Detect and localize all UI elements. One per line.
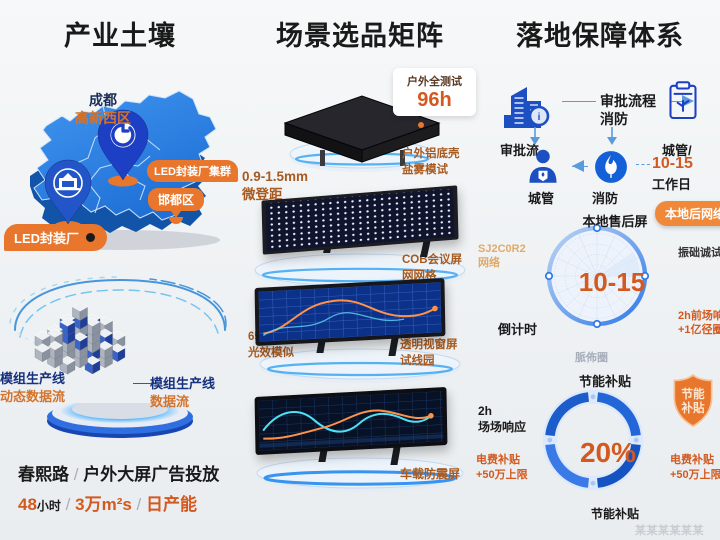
svg-text:节能: 节能 [681, 387, 705, 401]
svg-text:补貼: 补貼 [680, 401, 705, 415]
svg-text:i: i [538, 112, 541, 123]
